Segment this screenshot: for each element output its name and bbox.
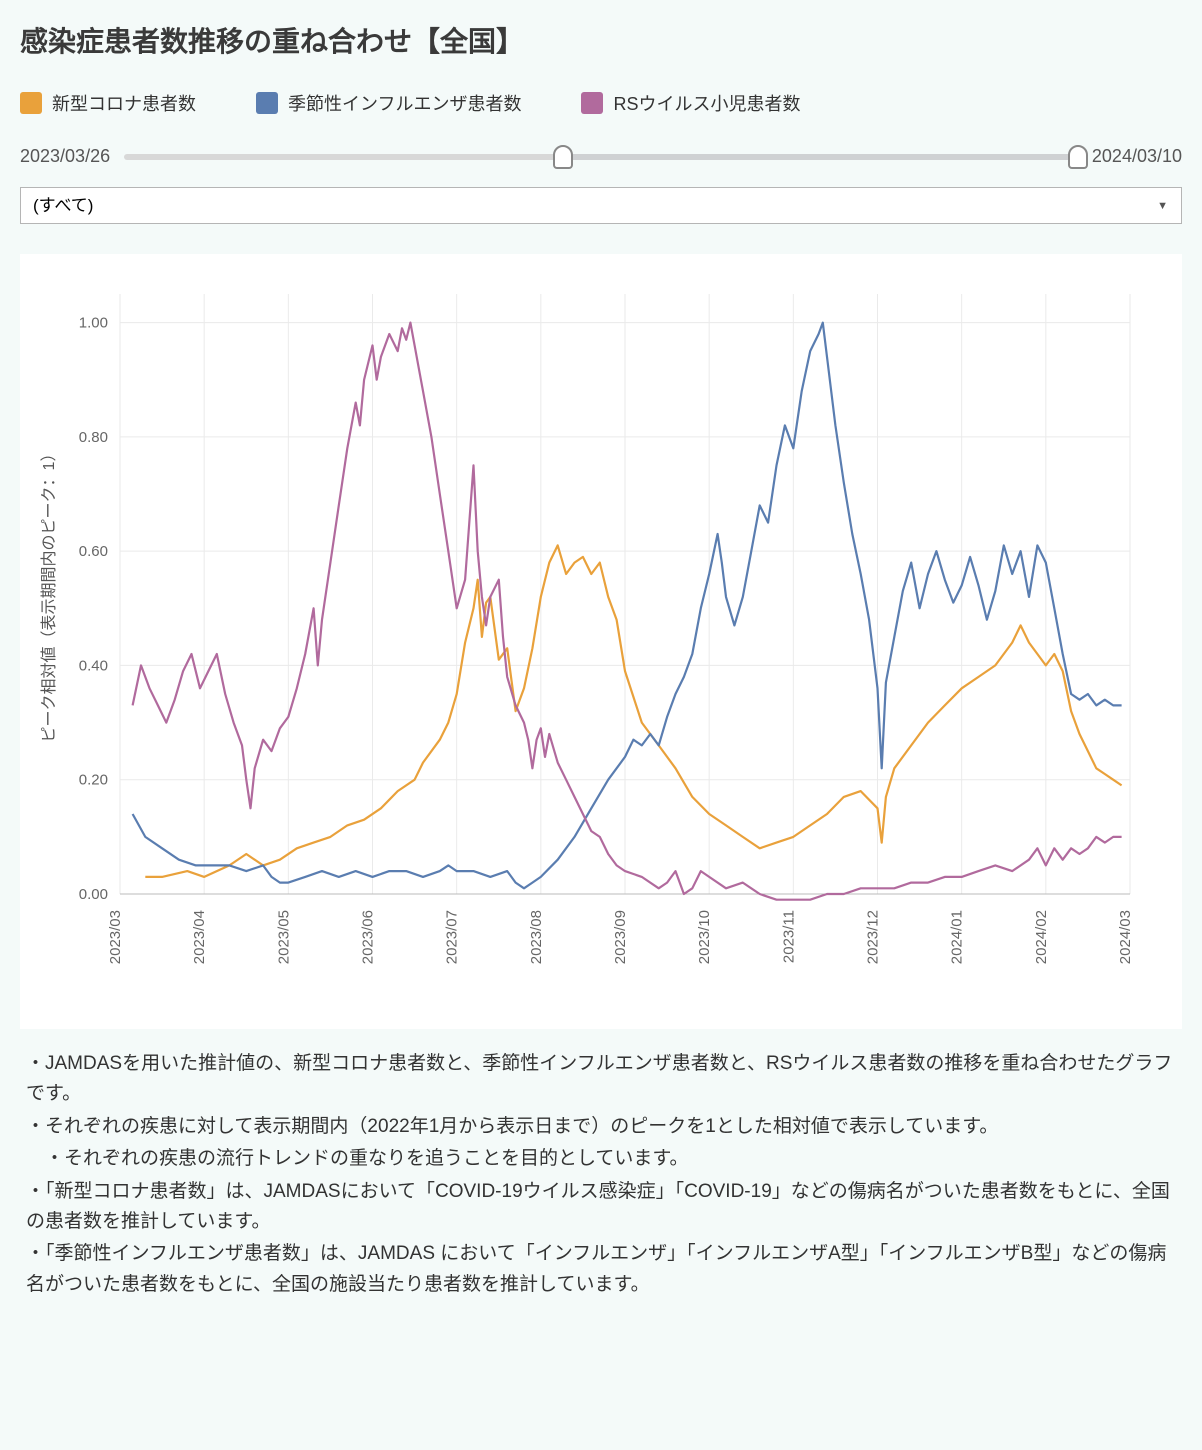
slider-start-label: 2023/03/26 xyxy=(20,146,110,167)
line-chart: 2023/03 2023/04 2023/05 2023/06 2023/07 2023/… xyxy=(30,274,1150,1014)
chart-legend: 新型コロナ患者数 季節性インフルエンザ患者数 RSウイルス小児患者数 xyxy=(20,90,1182,116)
note-line: ・「新型コロナ患者数」は、JAMDASにおいて「COVID-19ウイルス感染症」… xyxy=(26,1177,1176,1238)
series-rsv xyxy=(133,323,1122,900)
chart-container: 2023/03 2023/04 2023/05 2023/06 2023/07 2023/… xyxy=(20,254,1182,1029)
series-covid xyxy=(145,545,1121,877)
x-tick-label: 2023/08 xyxy=(528,910,545,964)
y-tick-label: 0.80 xyxy=(79,429,108,446)
y-tick-label: 0.20 xyxy=(79,772,108,789)
x-tick-label: 2024/01 xyxy=(949,910,966,964)
x-tick-label: 2023/06 xyxy=(360,910,377,964)
note-line: ・「季節性インフルエンザ患者数」は、JAMDAS において「インフルエンザ」「イ… xyxy=(26,1239,1176,1300)
legend-item[interactable]: 季節性インフルエンザ患者数 xyxy=(256,90,521,116)
y-axis-label: ピーク相対値（表示期間内のピーク：1） xyxy=(40,446,58,743)
x-tick-label: 2024/03 xyxy=(1117,910,1134,964)
series-flu xyxy=(133,323,1122,889)
x-tick-label: 2023/03 xyxy=(107,910,124,964)
y-tick-label: 0.00 xyxy=(79,886,108,903)
x-tick-label: 2023/09 xyxy=(612,910,629,964)
legend-swatch xyxy=(20,92,42,114)
slider-thumb-end[interactable] xyxy=(1068,145,1088,169)
x-tick-label: 2023/11 xyxy=(780,910,797,963)
legend-item[interactable]: 新型コロナ患者数 xyxy=(20,90,196,116)
x-tick-label: 2024/02 xyxy=(1033,910,1050,964)
x-tick-label: 2023/04 xyxy=(191,910,208,964)
y-tick-label: 0.40 xyxy=(79,657,108,674)
slider-end-label: 2024/03/10 xyxy=(1092,146,1182,167)
y-tick-label: 1.00 xyxy=(79,315,108,332)
legend-item[interactable]: RSウイルス小児患者数 xyxy=(581,90,800,116)
note-line: ・それぞれの疾患の流行トレンドの重なりを追うことを目的としています。 xyxy=(26,1144,1176,1174)
x-tick-label: 2023/10 xyxy=(696,910,713,964)
slider-thumb-start[interactable] xyxy=(553,145,573,169)
legend-swatch xyxy=(581,92,603,114)
legend-label: 季節性インフルエンザ患者数 xyxy=(288,90,521,116)
x-tick-label: 2023/05 xyxy=(275,910,292,964)
legend-swatch xyxy=(256,92,278,114)
chart-notes: ・JAMDASを用いた推計値の、新型コロナ患者数と、季節性インフルエンザ患者数と… xyxy=(20,1049,1182,1300)
note-line: ・それぞれの疾患に対して表示期間内（2022年1月から表示日まで）のピークを1と… xyxy=(26,1112,1176,1142)
region-dropdown[interactable]: (すべて) xyxy=(20,187,1182,224)
page-title: 感染症患者数推移の重ね合わせ【全国】 xyxy=(20,20,1182,60)
legend-label: RSウイルス小児患者数 xyxy=(613,90,800,116)
legend-label: 新型コロナ患者数 xyxy=(52,90,196,116)
date-range-slider[interactable]: 2023/03/26 2024/03/10 xyxy=(20,146,1182,167)
slider-track[interactable] xyxy=(124,154,1078,160)
x-tick-label: 2023/12 xyxy=(865,910,882,964)
y-tick-label: 0.60 xyxy=(79,543,108,560)
note-line: ・JAMDASを用いた推計値の、新型コロナ患者数と、季節性インフルエンザ患者数と… xyxy=(26,1049,1176,1110)
x-tick-label: 2023/07 xyxy=(444,910,461,964)
